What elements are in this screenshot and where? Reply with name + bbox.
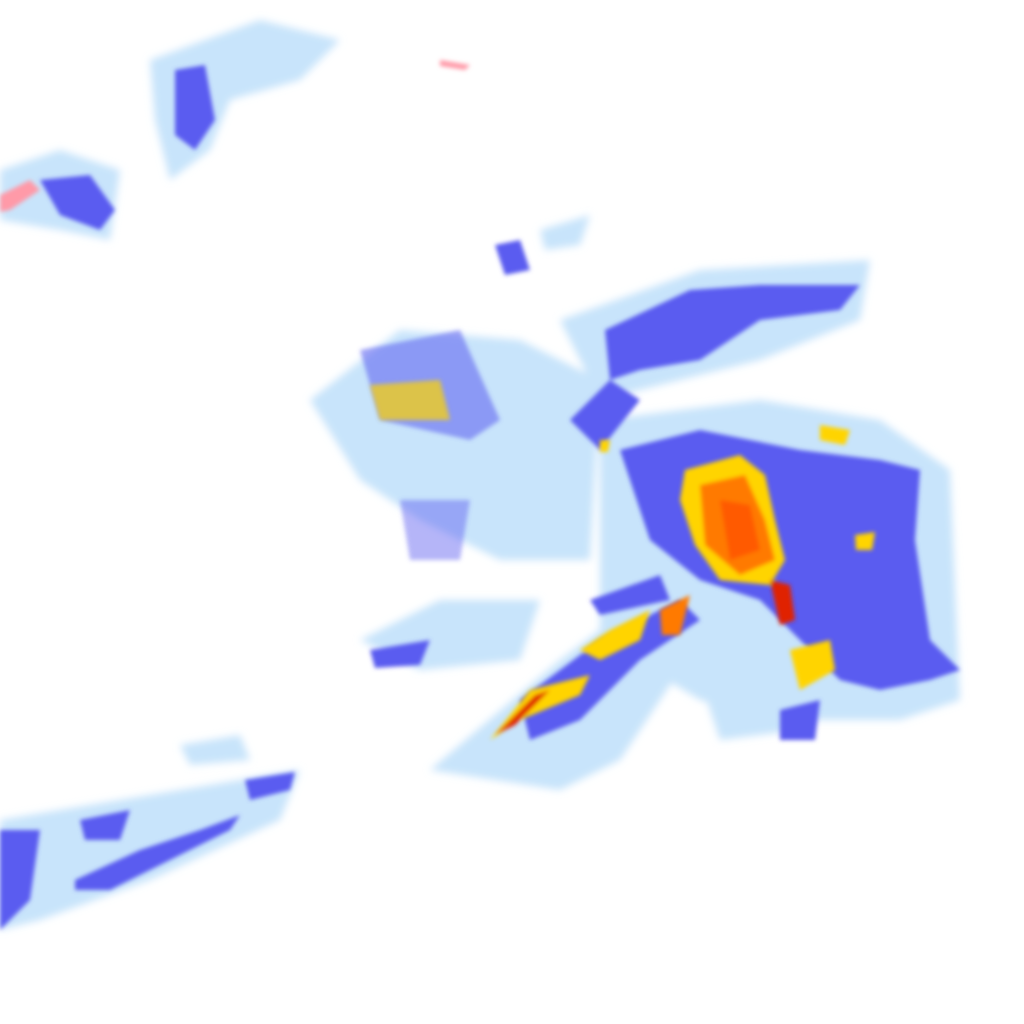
heavy-precipitation-layer bbox=[370, 380, 875, 740]
trace-precipitation-layer bbox=[0, 60, 470, 212]
